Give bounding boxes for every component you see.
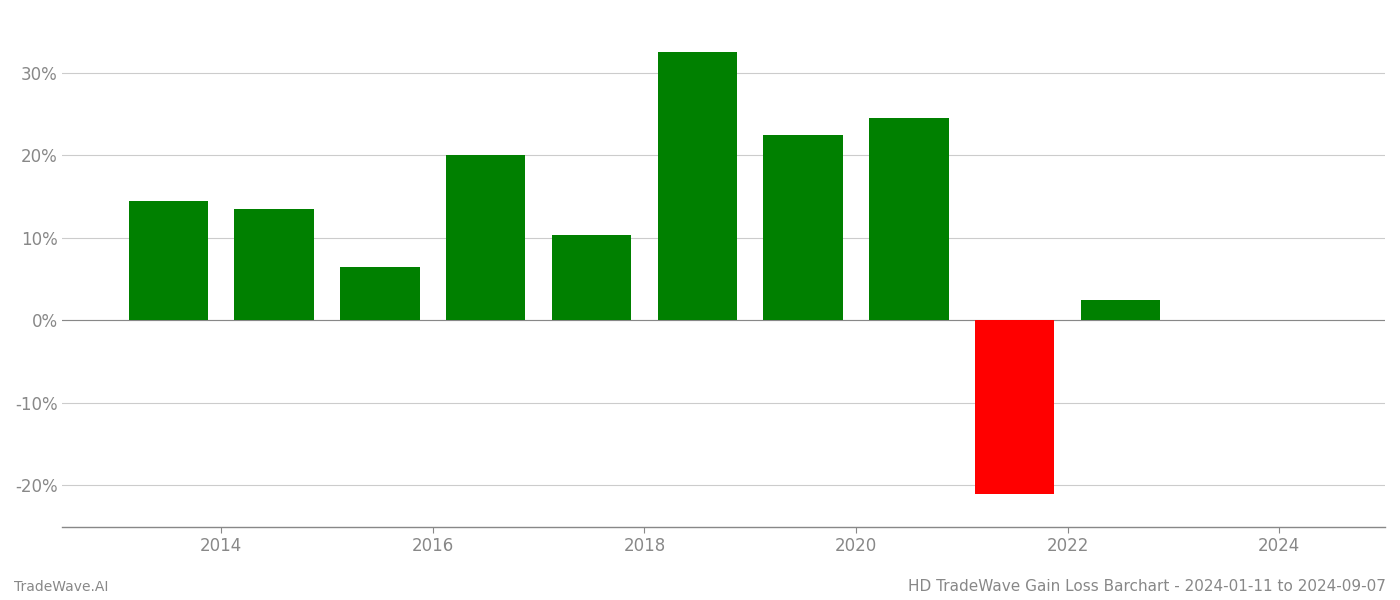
Bar (658, 52, 736, 320)
Bar (447, 155, 525, 320)
Bar (1081, 299, 1161, 320)
Bar (340, 266, 420, 320)
Bar (763, 134, 843, 320)
Text: TradeWave.AI: TradeWave.AI (14, 580, 108, 594)
Text: HD TradeWave Gain Loss Barchart - 2024-01-11 to 2024-09-07: HD TradeWave Gain Loss Barchart - 2024-0… (909, 579, 1386, 594)
Bar (974, 320, 1054, 494)
Bar (234, 209, 314, 320)
Bar (129, 200, 209, 320)
Bar (552, 235, 631, 320)
Bar (869, 118, 949, 320)
